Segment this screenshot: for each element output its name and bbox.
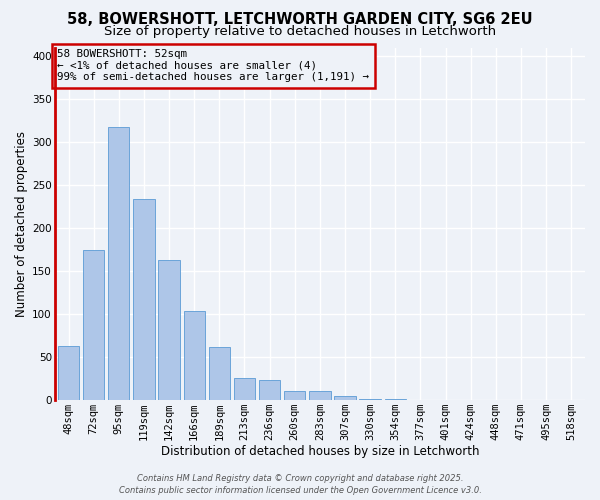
Text: Contains HM Land Registry data © Crown copyright and database right 2025.
Contai: Contains HM Land Registry data © Crown c…	[119, 474, 481, 495]
Y-axis label: Number of detached properties: Number of detached properties	[15, 131, 28, 317]
Bar	[385, 399, 406, 400]
Bar	[209, 346, 230, 400]
Bar	[334, 396, 356, 400]
Text: 58 BOWERSHOTT: 52sqm
← <1% of detached houses are smaller (4)
99% of semi-detach: 58 BOWERSHOTT: 52sqm ← <1% of detached h…	[58, 50, 370, 82]
Bar	[58, 346, 79, 400]
Bar	[359, 399, 381, 400]
Bar	[158, 260, 180, 400]
Bar	[259, 380, 280, 400]
Bar	[284, 390, 305, 400]
Bar	[83, 250, 104, 400]
Bar	[234, 378, 255, 400]
Bar	[184, 310, 205, 400]
Bar	[133, 199, 155, 400]
Bar	[309, 390, 331, 400]
Text: Size of property relative to detached houses in Letchworth: Size of property relative to detached ho…	[104, 25, 496, 38]
Text: 58, BOWERSHOTT, LETCHWORTH GARDEN CITY, SG6 2EU: 58, BOWERSHOTT, LETCHWORTH GARDEN CITY, …	[67, 12, 533, 28]
Bar	[108, 126, 130, 400]
X-axis label: Distribution of detached houses by size in Letchworth: Distribution of detached houses by size …	[161, 444, 479, 458]
